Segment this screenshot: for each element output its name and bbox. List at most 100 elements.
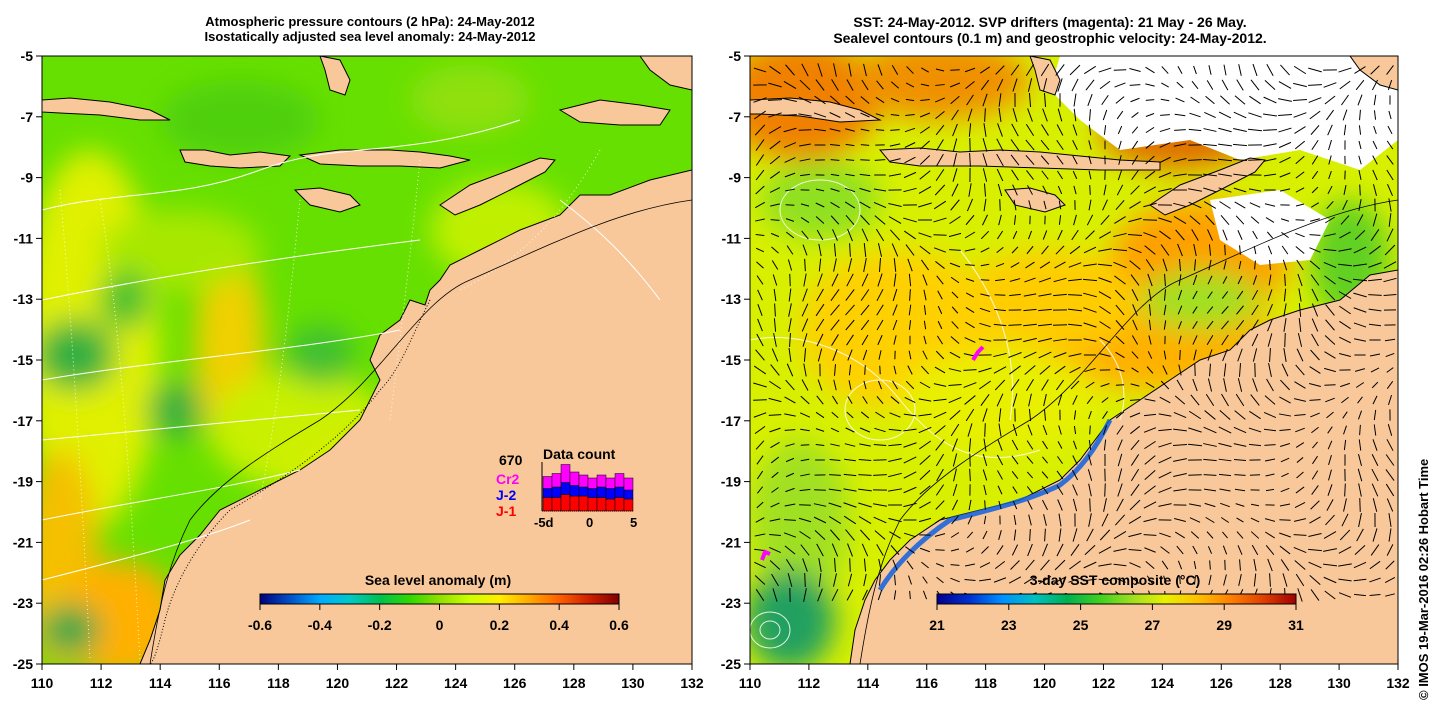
velocity-vector [875,96,885,104]
velocity-vector [922,576,928,584]
velocity-vector [984,108,986,122]
velocity-vector [1387,125,1393,135]
data-count-bar-j2 [605,488,616,500]
velocity-vector [1221,79,1229,91]
velocity-vector [784,545,796,555]
velocity-vector [1083,292,1097,298]
velocity-vector [1188,128,1202,132]
velocity-vector [1089,498,1091,512]
velocity-vector [933,383,947,387]
velocity-vector [1372,169,1378,181]
velocity-vector [1115,335,1125,345]
velocity-vector [1098,546,1112,554]
velocity-vector [1323,576,1337,584]
velocity-vector [936,275,944,285]
velocity-vector [1158,442,1172,448]
sla-colorbar-tick-label: 0.6 [609,617,629,633]
velocity-vector [1193,560,1197,570]
velocity-vector [785,472,795,478]
velocity-vector [772,588,778,602]
velocity-vector [1386,140,1394,150]
velocity-vector [817,273,823,287]
velocity-vector [1358,439,1362,451]
velocity-vector [934,366,946,374]
velocity-vector [1103,184,1107,196]
velocity-vector [952,153,958,167]
velocity-vector [1264,518,1276,522]
velocity-vector [903,502,917,508]
velocity-vector [830,304,840,316]
velocity-vector [860,289,870,301]
velocity-vector [951,183,959,197]
velocity-vector [1338,592,1352,598]
velocity-vector [1083,338,1097,342]
velocity-vector [1038,351,1052,359]
velocity-vector [905,244,915,256]
velocity-vector [769,427,781,433]
velocity-vector [1311,170,1319,180]
velocity-vector [1359,109,1361,121]
velocity-vector [1088,170,1092,180]
velocity-vector [1310,500,1320,510]
velocity-vector [830,289,840,301]
right-title-line-1: SST: 24-May-2012. SVP drifters (magenta)… [853,14,1247,30]
velocity-vector [1073,93,1077,107]
velocity-vector [1086,395,1094,405]
velocity-vector [1358,483,1362,497]
velocity-vector [798,113,812,117]
velocity-vector [770,232,780,238]
data-count-legend-cr2: Cr2 [496,471,520,487]
velocity-vector [892,380,898,390]
velocity-vector [876,544,884,556]
left-x-tick-label: 120 [326,675,350,691]
data-count-title: Data count [543,446,616,462]
velocity-vector [1283,318,1287,332]
velocity-vector [1179,349,1181,361]
velocity-vector [889,412,901,418]
velocity-vector [876,395,884,405]
velocity-vector [1218,111,1232,119]
velocity-vector [1264,203,1276,207]
velocity-vector [1143,517,1157,523]
velocity-vector [757,304,763,316]
velocity-vector [756,275,764,285]
velocity-vector [1040,559,1050,571]
velocity-vector [1383,261,1397,269]
velocity-vector [1146,575,1154,585]
sst-colorbar-tick-label: 27 [1145,617,1161,633]
velocity-vector [1279,428,1291,432]
velocity-vector [844,187,856,193]
velocity-vector [1358,454,1362,466]
velocity-vector [903,471,917,479]
velocity-vector [920,140,930,150]
velocity-vector [1325,319,1335,331]
sla-colorbar-label: Sea level anomaly (m) [365,572,511,588]
velocity-vector [1383,293,1397,297]
velocity-vector [1203,187,1217,193]
velocity-vector [1342,109,1348,121]
velocity-vector [1179,575,1181,585]
velocity-vector [1129,260,1141,270]
velocity-vector [982,153,988,167]
right-x-tick-label: 110 [739,675,762,691]
velocity-vector [1343,425,1347,435]
velocity-vector [861,273,869,287]
velocity-vector [1145,155,1155,165]
velocity-vector [1311,426,1319,434]
velocity-vector [1356,214,1364,226]
velocity-vector [1188,410,1202,420]
velocity-vector [1160,380,1170,390]
sst-colorbar: 3-day SST composite (°C) 21 23 25 27 29 31 [929,572,1304,633]
velocity-vector [754,561,766,569]
velocity-vector [1338,263,1352,267]
velocity-vector [1008,324,1022,326]
velocity-vector [1192,545,1198,555]
velocity-vector [1311,139,1319,151]
velocity-vector [1178,274,1182,286]
velocity-vector [1038,277,1052,283]
velocity-vector [1129,84,1141,86]
velocity-vector [1131,126,1139,134]
velocity-vector [1011,544,1019,556]
velocity-vector [1113,563,1127,567]
velocity-vector [1237,378,1243,392]
